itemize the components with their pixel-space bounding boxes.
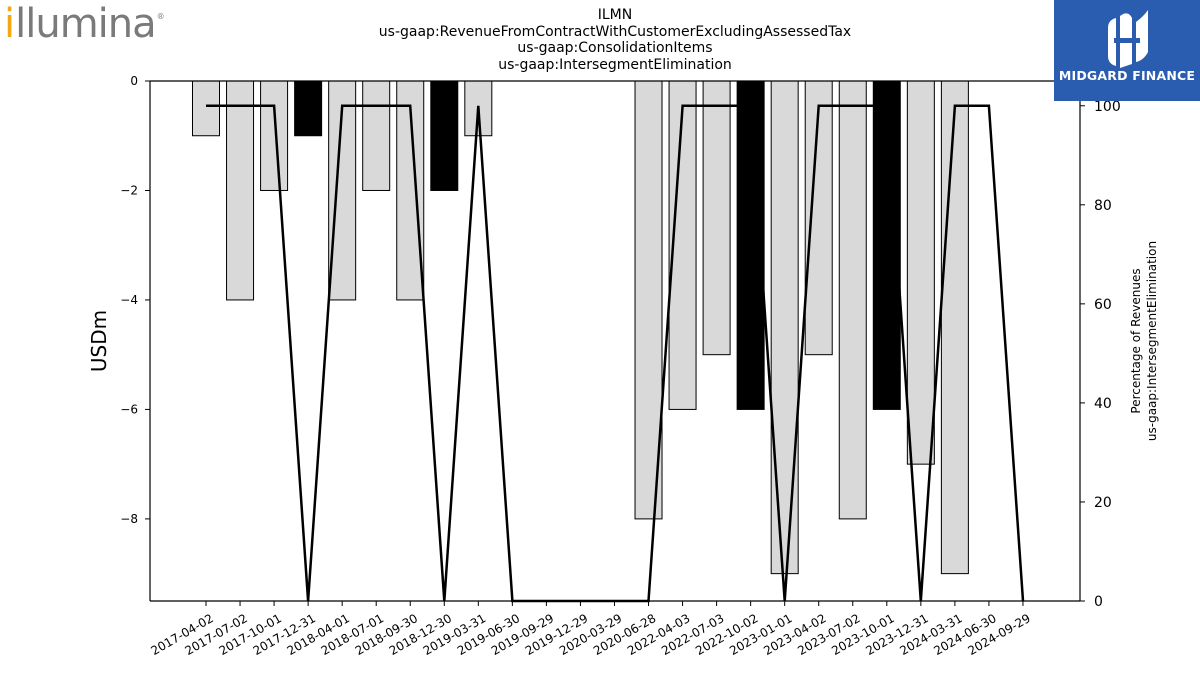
bar-2023-12-31 — [906, 80, 935, 465]
bar-2020-06-28 — [634, 80, 663, 520]
y2-tick-label: 80 — [1094, 198, 1112, 214]
y2-tick-label: 0 — [1094, 594, 1103, 610]
title-line-2: us-gaap:RevenueFromContractWithCustomerE… — [378, 23, 852, 40]
illumina-logo: i llumina ® — [4, 2, 165, 46]
bar-2024-03-31 — [940, 80, 969, 575]
midgard-finance-logo: MIDGARD FINANCE — [1054, 0, 1200, 101]
y-tick-label: −8 — [120, 512, 138, 526]
y2-axis-label-line2: us-gaap:IntersegmentElimination — [1145, 241, 1159, 441]
y2-tick-label: 100 — [1094, 99, 1121, 115]
y-tick-label: −4 — [120, 293, 138, 307]
y2-axis-label-line1: Percentage of Revenues — [1129, 268, 1143, 413]
title-line-1: ILMN — [597, 7, 633, 23]
bar-2023-01-01 — [770, 80, 799, 575]
title-line-3: us-gaap:ConsolidationItems — [517, 40, 713, 56]
bar-2017-04-02 — [192, 80, 220, 137]
bar-2017-12-31 — [294, 80, 323, 137]
illumina-logo-reg: ® — [156, 12, 165, 21]
y-tick-label: −6 — [120, 402, 138, 416]
y2-tick-label: 40 — [1094, 396, 1112, 412]
y2-tick-label: 60 — [1094, 297, 1112, 313]
illumina-logo-text: llumina — [15, 1, 157, 47]
bar-2023-07-02 — [838, 80, 867, 520]
y-axis-label: USDm — [87, 310, 111, 372]
y-tick-label: −2 — [120, 183, 138, 197]
illumina-logo-i: i — [4, 1, 16, 47]
chart-title: ILMN us-gaap:RevenueFromContractWithCust… — [365, 7, 865, 73]
y2-tick-label: 20 — [1094, 495, 1112, 511]
bar-2018-07-01 — [362, 80, 391, 191]
bars-group — [192, 80, 969, 575]
bar-2018-12-30 — [430, 80, 459, 191]
bar-2017-10-01 — [260, 80, 289, 191]
midgard-mark-icon — [1108, 10, 1148, 68]
title-line-4: us-gaap:IntersegmentElimination — [498, 56, 732, 73]
bar-2023-04-02 — [804, 80, 833, 356]
bar-2017-07-02 — [226, 80, 255, 301]
bar-2022-07-03 — [702, 80, 731, 356]
midgard-brand-text: MIDGARD FINANCE — [1058, 68, 1196, 83]
y-tick-label: 0 — [130, 74, 138, 88]
